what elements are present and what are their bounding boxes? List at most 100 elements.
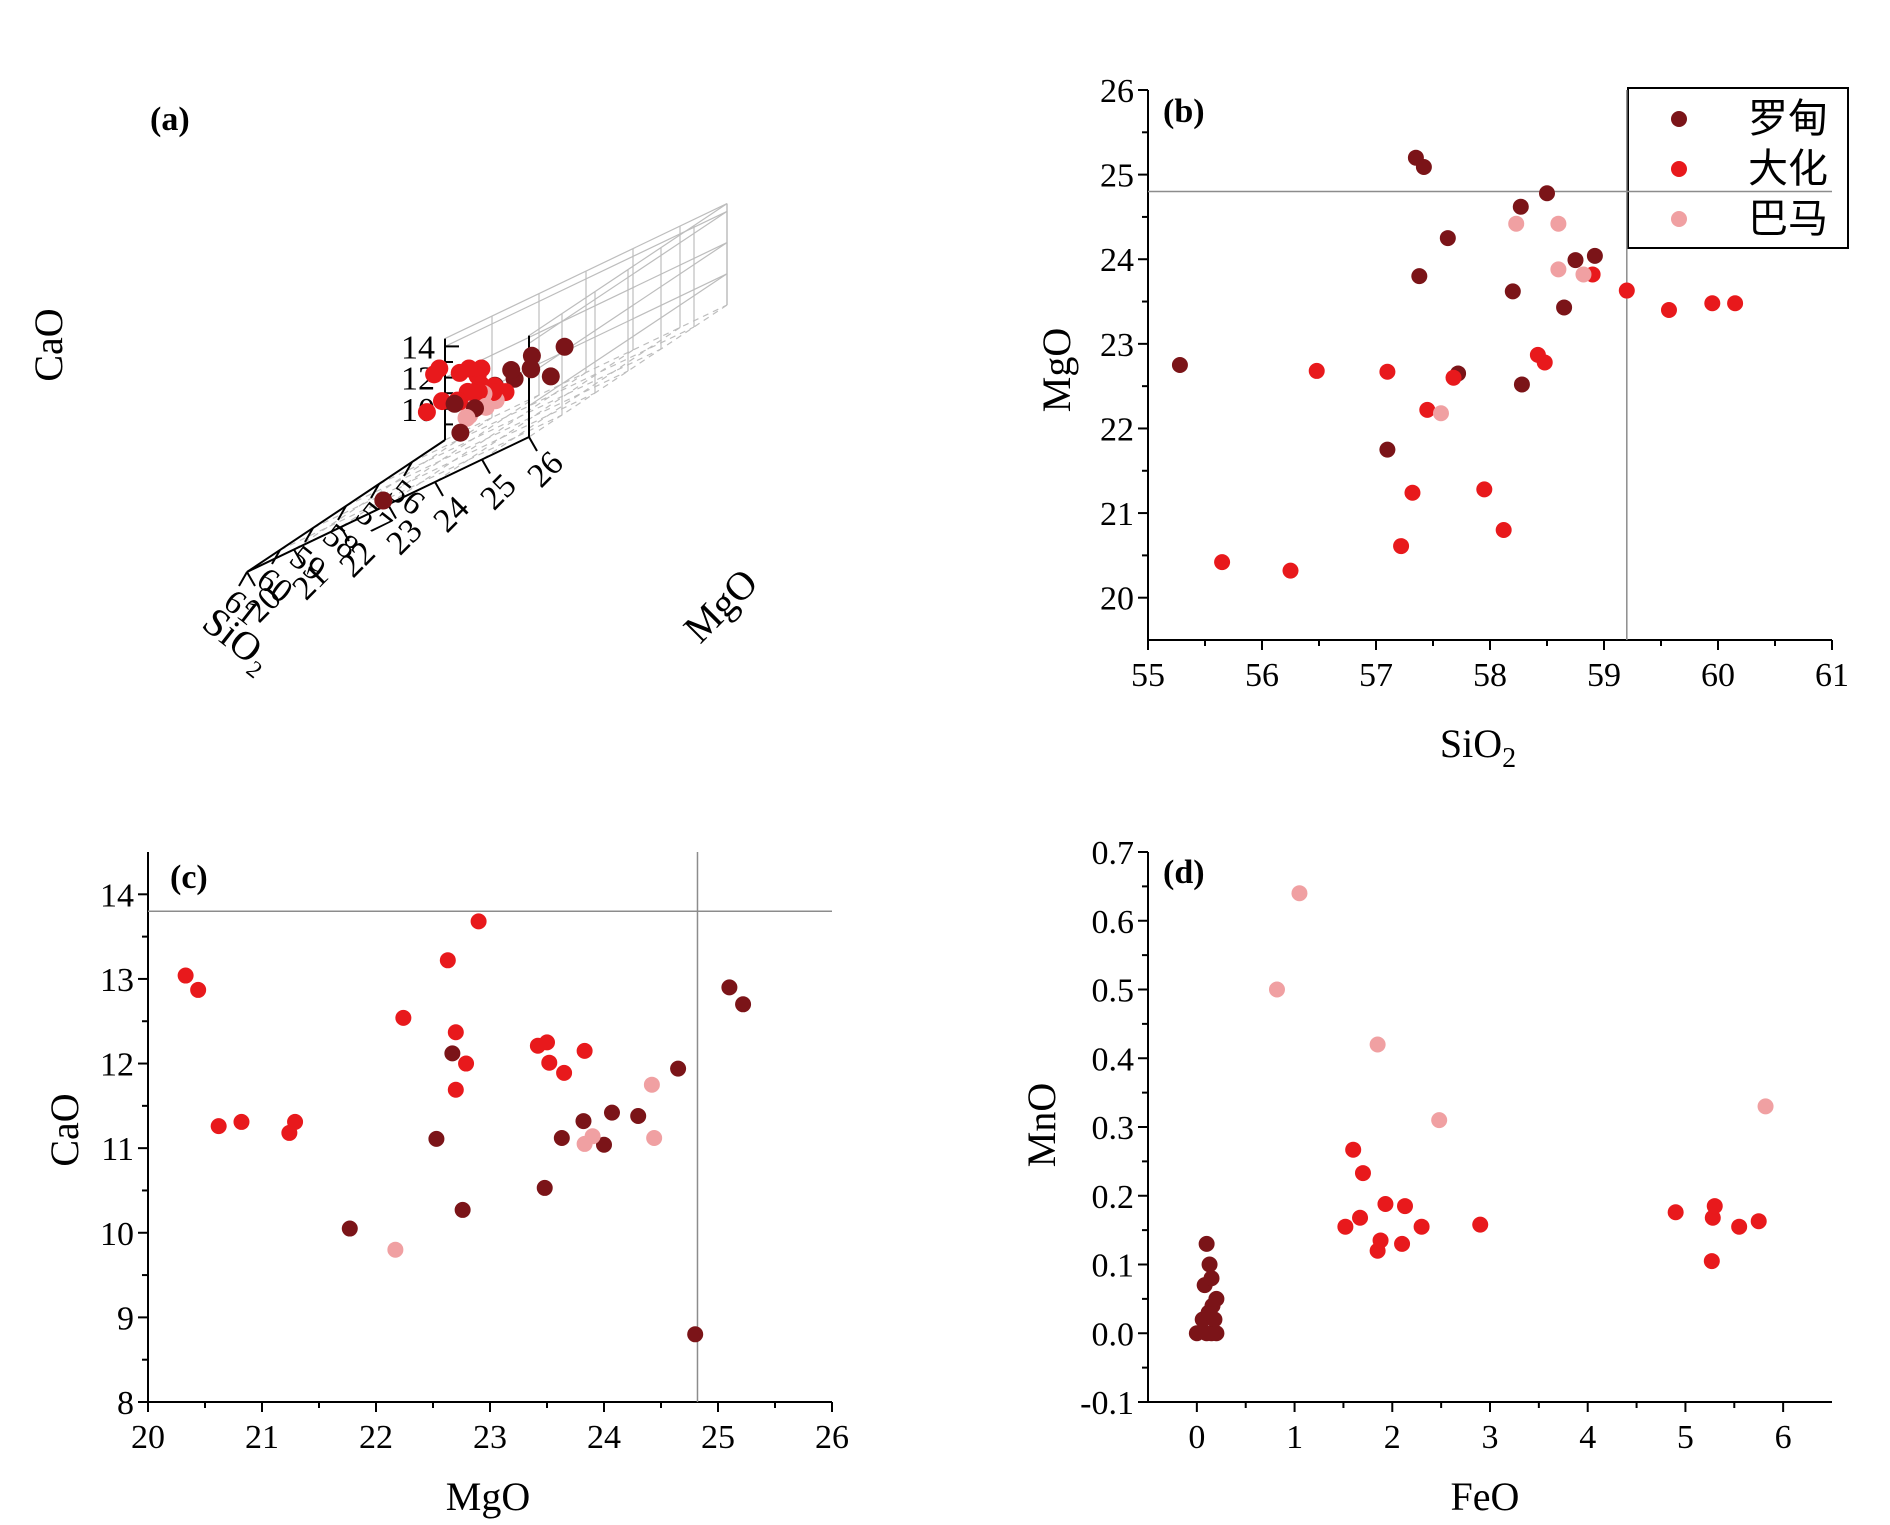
x-tick-mark (337, 505, 347, 521)
back-wall-grid (444, 210, 728, 347)
data-point-luodian (1504, 283, 1521, 300)
back-wall-grid (444, 242, 728, 379)
x-tick-mark (403, 461, 413, 477)
data-point-luodian (603, 1104, 620, 1121)
panel-c-label: (c) (170, 859, 208, 896)
data-point-luodian (575, 1113, 592, 1130)
data-point-dahua (425, 365, 444, 384)
x-tick-label: 61 (1815, 657, 1849, 694)
data-point-dahua (1372, 1232, 1389, 1249)
x-tick-mark (238, 571, 248, 587)
y-tick-label: 11 (101, 1131, 134, 1168)
panel-d-y-axis-label: MnO (1019, 1083, 1064, 1167)
x-tick-mark (370, 483, 380, 499)
data-point-luodian (1539, 185, 1555, 202)
data-point-dahua (1419, 401, 1436, 418)
x-tick-label: 55 (1131, 657, 1165, 694)
data-point-dahua (1472, 1216, 1489, 1233)
panel-b-scatter: (b) SiO2 MgO 罗甸 大化 巴马 55 56 57 58 59 60 61 20 21… (1034, 73, 1849, 774)
data-point-luodian (596, 1136, 612, 1153)
data-point-dahua (1536, 354, 1553, 371)
y-tick-label: 0.1 (1092, 1248, 1135, 1285)
data-point-bama (643, 1076, 660, 1093)
data-point-luodian (1513, 376, 1530, 393)
data-point-luodian (445, 394, 464, 413)
x-tick-label: 58 (1473, 657, 1507, 694)
data-point-dahua (1377, 1196, 1394, 1212)
legend-box (1627, 87, 1849, 249)
y-tick-label: 26 (520, 444, 570, 494)
data-point-dahua (1495, 522, 1512, 538)
x-tick-mark (271, 549, 281, 565)
panel-d-x-axis-label: FeO (1451, 1474, 1520, 1519)
data-point-luodian (536, 1179, 553, 1196)
data-point-luodian (553, 1130, 570, 1146)
data-point-dahua (1413, 1218, 1430, 1235)
y-tick-mark (528, 436, 538, 452)
y-tick-mark (481, 459, 491, 474)
data-point-dahua (1704, 295, 1721, 312)
x-tick-label: 22 (359, 1419, 393, 1456)
data-point-luodian (1556, 299, 1573, 316)
data-point-dahua (1731, 1218, 1748, 1235)
data-point-dahua (460, 359, 478, 378)
data-point-luodian (444, 1045, 461, 1062)
y-tick-mark (340, 526, 350, 542)
data-point-dahua (417, 403, 436, 422)
data-point-dahua (539, 1034, 555, 1051)
data-point-bama (457, 408, 476, 427)
panel-b-x-axis-label: SiO2 (1440, 721, 1516, 774)
y-tick-label: 21 (1100, 496, 1134, 533)
data-point-dahua (1667, 1204, 1684, 1221)
data-point-dahua (233, 1113, 250, 1130)
x-tick-label: 5 (1677, 1419, 1694, 1456)
data-point-luodian (541, 367, 560, 386)
x-tick-label: 60 (1701, 657, 1735, 694)
data-point-dahua (1750, 1213, 1767, 1230)
y-tick-label: 0.4 (1092, 1041, 1135, 1078)
data-point-bama (1508, 215, 1525, 232)
floor-grid (387, 372, 587, 505)
y-tick-label: 25 (1100, 158, 1134, 195)
box-edge (444, 203, 728, 340)
panel-c-y-axis-label: CaO (42, 1093, 87, 1166)
legend-marker-luodian (1671, 111, 1687, 127)
back-wall-grid (528, 210, 728, 344)
data-point-luodian (522, 346, 541, 365)
data-point-dahua (447, 1024, 464, 1041)
data-point-luodian (1206, 1311, 1223, 1328)
back-wall-grid (528, 273, 728, 407)
data-point-luodian (735, 996, 752, 1013)
data-point-dahua (1379, 363, 1396, 380)
data-point-luodian (1379, 441, 1396, 458)
data-point-luodian (341, 1220, 358, 1237)
y-tick-label: 26 (1100, 73, 1134, 110)
floor-grid (345, 370, 629, 507)
legend-label-dahua: 大化 (1748, 146, 1828, 192)
y-tick-label: 9 (117, 1300, 134, 1337)
data-point-dahua (1445, 369, 1462, 386)
data-point-luodian (451, 423, 470, 442)
x-tick-label: 24 (587, 1419, 621, 1456)
panel-b-label: (b) (1163, 93, 1205, 130)
data-point-luodian (374, 491, 393, 510)
data-point-bama (646, 1130, 663, 1146)
data-point-dahua (1476, 481, 1493, 498)
panel-a-y-axis-label: MgO (675, 560, 767, 652)
data-point-luodian (687, 1326, 704, 1343)
data-point-luodian (1586, 247, 1603, 264)
data-point-luodian (630, 1108, 647, 1124)
data-point-luodian (428, 1130, 445, 1147)
y-tick-label: 22 (1100, 411, 1134, 448)
data-point-bama (1369, 1036, 1386, 1053)
data-point-luodian (1201, 1256, 1218, 1273)
z-tick-label: 14 (401, 329, 435, 366)
data-point-dahua (541, 1054, 558, 1071)
panel-d-scatter: (d) FeO MnO 0 1 2 3 4 5 6 -0.1 0.0 0.1 0.2 0.3 0.4 0.… (1019, 835, 1832, 1519)
data-point-luodian (1198, 1325, 1215, 1342)
data-point-bama (1757, 1098, 1774, 1115)
data-point-bama (1291, 885, 1308, 902)
y-tick-mark (293, 549, 303, 564)
data-point-luodian (1171, 357, 1188, 373)
x-tick-label: 3 (1482, 1419, 1499, 1456)
